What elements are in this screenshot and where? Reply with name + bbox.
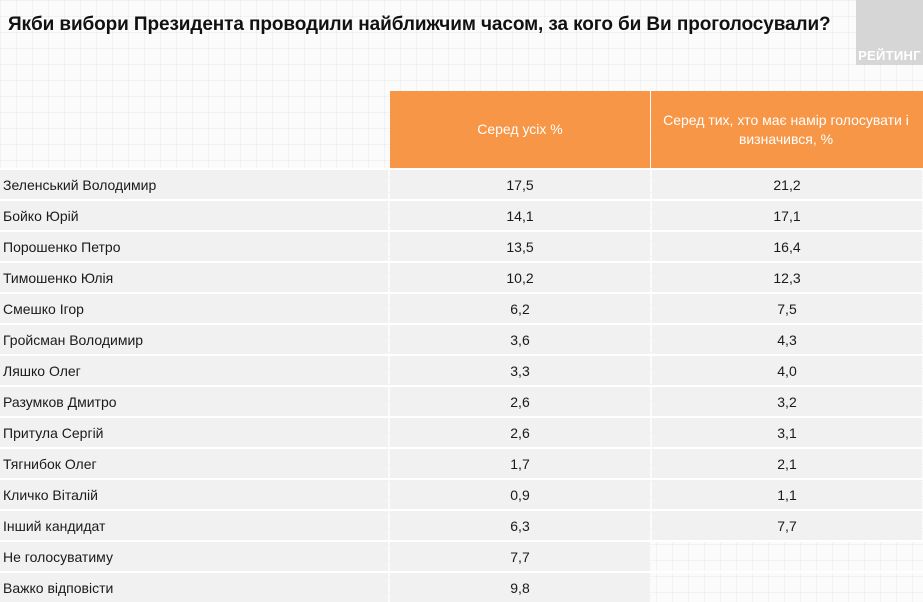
value-all: 3,6: [390, 325, 650, 354]
results-table: Серед усіх % Серед тих, хто має намір го…: [0, 91, 923, 602]
candidate-name: Разумков Дмитро: [0, 387, 388, 416]
candidate-name: Кличко Віталій: [0, 480, 388, 509]
value-all: 7,7: [390, 542, 650, 571]
value-all: 6,3: [390, 511, 650, 540]
value-all: 14,1: [390, 201, 650, 230]
table-row: Притула Сергій 2,6 3,1: [0, 416, 923, 447]
candidate-name: Інший кандидат: [0, 511, 388, 540]
value-all: 9,8: [390, 573, 650, 602]
value-decided: 12,3: [652, 263, 922, 292]
table-row: Кличко Віталій 0,9 1,1: [0, 478, 923, 509]
value-decided: 1,1: [652, 480, 922, 509]
table-row: Гройсман Володимир 3,6 4,3: [0, 323, 923, 354]
value-decided: 21,2: [652, 170, 922, 199]
value-decided: 17,1: [652, 201, 922, 230]
table-row: Важко відповісти 9,8: [0, 571, 923, 602]
candidate-name: Не голосуватиму: [0, 542, 388, 571]
value-all: 10,2: [390, 263, 650, 292]
value-all: 13,5: [390, 232, 650, 261]
brand-label: РЕЙТИНГ: [858, 48, 921, 63]
value-decided: 3,1: [652, 418, 922, 447]
value-all: 2,6: [390, 387, 650, 416]
candidate-name: Ляшко Олег: [0, 356, 388, 385]
table-row: Смешко Ігор 6,2 7,5: [0, 292, 923, 323]
candidate-name: Смешко Ігор: [0, 294, 388, 323]
table-row: Тимошенко Юлія 10,2 12,3: [0, 261, 923, 292]
value-decided-empty: [652, 542, 922, 571]
candidate-name: Гройсман Володимир: [0, 325, 388, 354]
value-decided: 2,1: [652, 449, 922, 478]
table-row: Тягнибок Олег 1,7 2,1: [0, 447, 923, 478]
value-all: 0,9: [390, 480, 650, 509]
table-row: Не голосуватиму 7,7: [0, 540, 923, 571]
table-header: Серед усіх % Серед тих, хто має намір го…: [0, 91, 923, 168]
page-title: Якби вибори Президента проводили найближ…: [8, 14, 831, 35]
candidate-name: Тягнибок Олег: [0, 449, 388, 478]
candidate-name: Зеленський Володимир: [0, 170, 388, 199]
value-decided: 7,5: [652, 294, 922, 323]
value-decided: 16,4: [652, 232, 922, 261]
value-all: 1,7: [390, 449, 650, 478]
table-row: Бойко Юрій 14,1 17,1: [0, 199, 923, 230]
value-decided-empty: [652, 573, 922, 602]
value-decided: 4,3: [652, 325, 922, 354]
candidate-name: Тимошенко Юлія: [0, 263, 388, 292]
candidate-name: Бойко Юрій: [0, 201, 388, 230]
candidate-name: Важко відповісти: [0, 573, 388, 602]
column-header-decided: Серед тих, хто має намір голосувати і ви…: [651, 91, 923, 168]
column-header-all: Серед усіх %: [390, 91, 650, 168]
candidate-name: Притула Сергій: [0, 418, 388, 447]
value-all: 2,6: [390, 418, 650, 447]
candidate-name: Порошенко Петро: [0, 232, 388, 261]
header-empty-cell: [0, 91, 390, 168]
table-row: Інший кандидат 6,3 7,7: [0, 509, 923, 540]
brand-logo: РЕЙТИНГ: [856, 0, 923, 65]
table-row: Зеленський Володимир 17,5 21,2: [0, 168, 923, 199]
value-decided: 4,0: [652, 356, 922, 385]
value-decided: 3,2: [652, 387, 922, 416]
table-row: Разумков Дмитро 2,6 3,2: [0, 385, 923, 416]
value-decided: 7,7: [652, 511, 922, 540]
table-row: Ляшко Олег 3,3 4,0: [0, 354, 923, 385]
value-all: 17,5: [390, 170, 650, 199]
value-all: 3,3: [390, 356, 650, 385]
value-all: 6,2: [390, 294, 650, 323]
table-row: Порошенко Петро 13,5 16,4: [0, 230, 923, 261]
